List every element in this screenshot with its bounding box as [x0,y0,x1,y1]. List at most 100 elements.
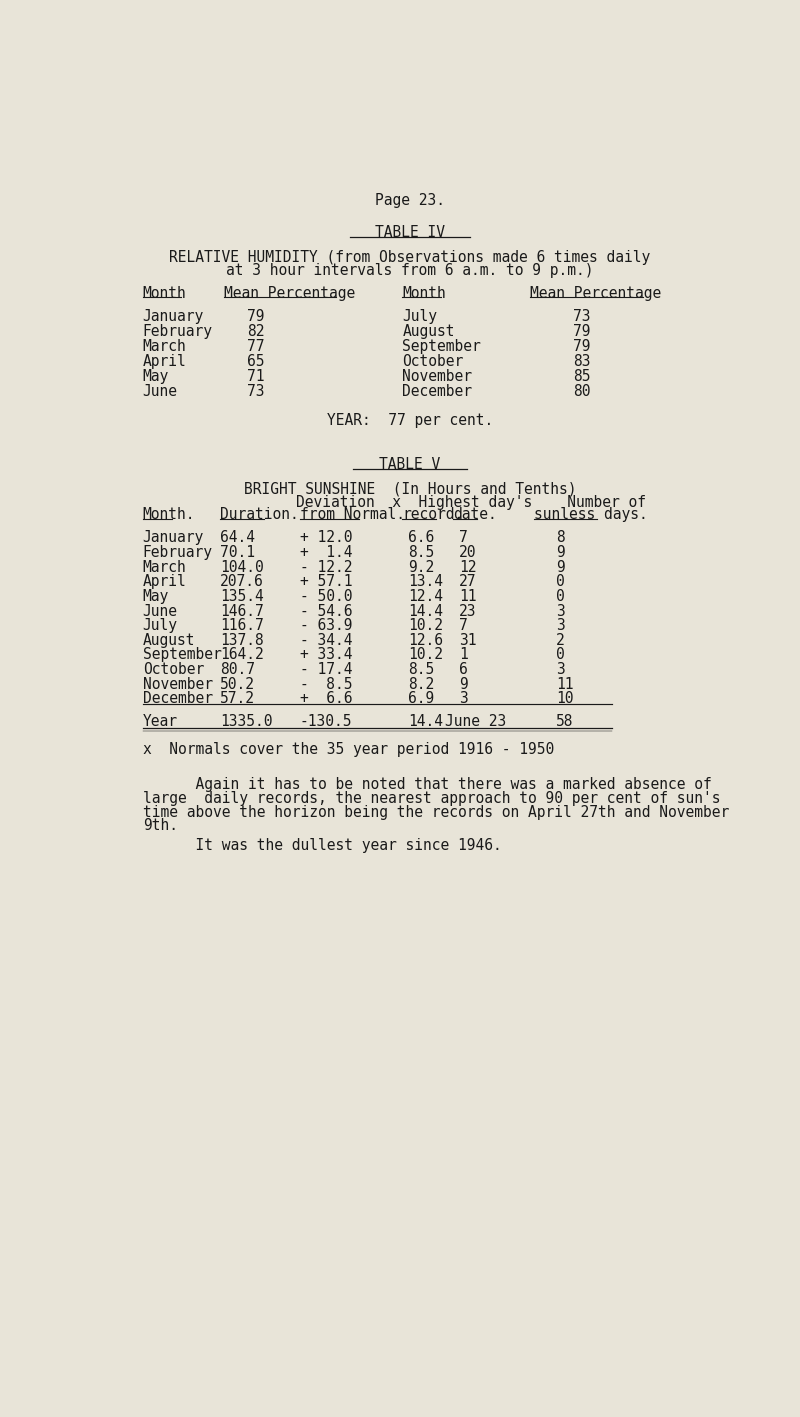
Text: 80.7: 80.7 [220,662,255,677]
Text: + 57.1: + 57.1 [300,574,353,589]
Text: 8.2: 8.2 [409,677,434,691]
Text: 12.6: 12.6 [409,633,443,648]
Text: Month: Month [402,286,446,300]
Text: BRIGHT SUNSHINE  (In Hours and Tenths): BRIGHT SUNSHINE (In Hours and Tenths) [244,482,576,497]
Text: 79: 79 [247,309,265,323]
Text: TABLE V: TABLE V [379,458,441,472]
Text: + 33.4: + 33.4 [300,648,353,662]
Text: 14.4: 14.4 [409,604,443,619]
Text: RELATIVE HUMIDITY (from Observations made 6 times daily: RELATIVE HUMIDITY (from Observations mad… [170,251,650,265]
Text: 27: 27 [459,574,476,589]
Text: -  8.5: - 8.5 [300,677,353,691]
Text: 71: 71 [247,368,265,384]
Text: July: July [402,309,438,323]
Text: - 54.6: - 54.6 [300,604,353,619]
Text: 20: 20 [459,546,476,560]
Text: TABLE IV: TABLE IV [375,225,445,241]
Text: 7: 7 [459,618,467,633]
Text: 6: 6 [459,662,467,677]
Text: 3: 3 [556,604,565,619]
Text: 65: 65 [247,354,265,368]
Text: 14.4: 14.4 [409,714,443,730]
Text: 12: 12 [459,560,476,575]
Text: x  Normals cover the 35 year period 1916 - 1950: x Normals cover the 35 year period 1916 … [142,743,554,757]
Text: 23: 23 [459,604,476,619]
Text: 2: 2 [556,633,565,648]
Text: - 12.2: - 12.2 [300,560,353,575]
Text: 3: 3 [556,662,565,677]
Text: 0: 0 [556,574,565,589]
Text: 31: 31 [459,633,476,648]
Text: 10.2: 10.2 [409,618,443,633]
Text: August: August [402,323,454,339]
Text: 79: 79 [573,323,590,339]
Text: 8.5: 8.5 [409,662,434,677]
Text: Month.: Month. [142,507,195,523]
Text: 77: 77 [247,339,265,354]
Text: 58: 58 [556,714,573,730]
Text: YEAR:  77 per cent.: YEAR: 77 per cent. [327,412,493,428]
Text: 8.5: 8.5 [409,546,434,560]
Text: April: April [142,354,186,368]
Text: 137.8: 137.8 [220,633,264,648]
Text: - 34.4: - 34.4 [300,633,353,648]
Text: 0: 0 [556,648,565,662]
Text: February: February [142,323,213,339]
Text: record.: record. [402,507,463,523]
Text: -130.5: -130.5 [300,714,353,730]
Text: 116.7: 116.7 [220,618,264,633]
Text: March: March [142,339,186,354]
Text: February: February [142,546,213,560]
Text: 11: 11 [459,589,476,604]
Text: 135.4: 135.4 [220,589,264,604]
Text: November: November [142,677,213,691]
Text: date.: date. [453,507,496,523]
Text: 9: 9 [556,546,565,560]
Text: March: March [142,560,186,575]
Text: at 3 hour intervals from 6 a.m. to 9 p.m.): at 3 hour intervals from 6 a.m. to 9 p.m… [226,264,594,278]
Text: - 50.0: - 50.0 [300,589,353,604]
Text: large  daily records, the nearest approach to 90 per cent of sun's: large daily records, the nearest approac… [142,791,720,806]
Text: 70.1: 70.1 [220,546,255,560]
Text: 1335.0: 1335.0 [220,714,273,730]
Text: 164.2: 164.2 [220,648,264,662]
Text: June: June [142,384,178,398]
Text: 82: 82 [247,323,265,339]
Text: 11: 11 [556,677,573,691]
Text: 146.7: 146.7 [220,604,264,619]
Text: June: June [142,604,178,619]
Text: 9: 9 [556,560,565,575]
Text: July: July [142,618,178,633]
Text: - 17.4: - 17.4 [300,662,353,677]
Text: 73: 73 [573,309,590,323]
Text: 83: 83 [573,354,590,368]
Text: +  1.4: + 1.4 [300,546,353,560]
Text: 80: 80 [573,384,590,398]
Text: 50.2: 50.2 [220,677,255,691]
Text: April: April [142,574,186,589]
Text: 85: 85 [573,368,590,384]
Text: 64.4: 64.4 [220,530,255,546]
Text: 9.2: 9.2 [409,560,434,575]
Text: 0: 0 [556,589,565,604]
Text: January: January [142,530,204,546]
Text: June 23: June 23 [445,714,506,730]
Text: Mean Percentage: Mean Percentage [224,286,355,300]
Text: 104.0: 104.0 [220,560,264,575]
Text: September: September [142,648,222,662]
Text: +  6.6: + 6.6 [300,691,353,706]
Text: 1: 1 [459,648,467,662]
Text: - 63.9: - 63.9 [300,618,353,633]
Text: 6.9: 6.9 [409,691,434,706]
Text: Mean Percentage: Mean Percentage [530,286,662,300]
Text: Duration.: Duration. [220,507,299,523]
Text: September: September [402,339,481,354]
Text: 13.4: 13.4 [409,574,443,589]
Text: Deviation  x  Highest day's    Number of: Deviation x Highest day's Number of [296,495,646,510]
Text: 10.2: 10.2 [409,648,443,662]
Text: October: October [402,354,463,368]
Text: sunless days.: sunless days. [534,507,648,523]
Text: 207.6: 207.6 [220,574,264,589]
Text: Again it has to be noted that there was a marked absence of: Again it has to be noted that there was … [142,777,711,792]
Text: 79: 79 [573,339,590,354]
